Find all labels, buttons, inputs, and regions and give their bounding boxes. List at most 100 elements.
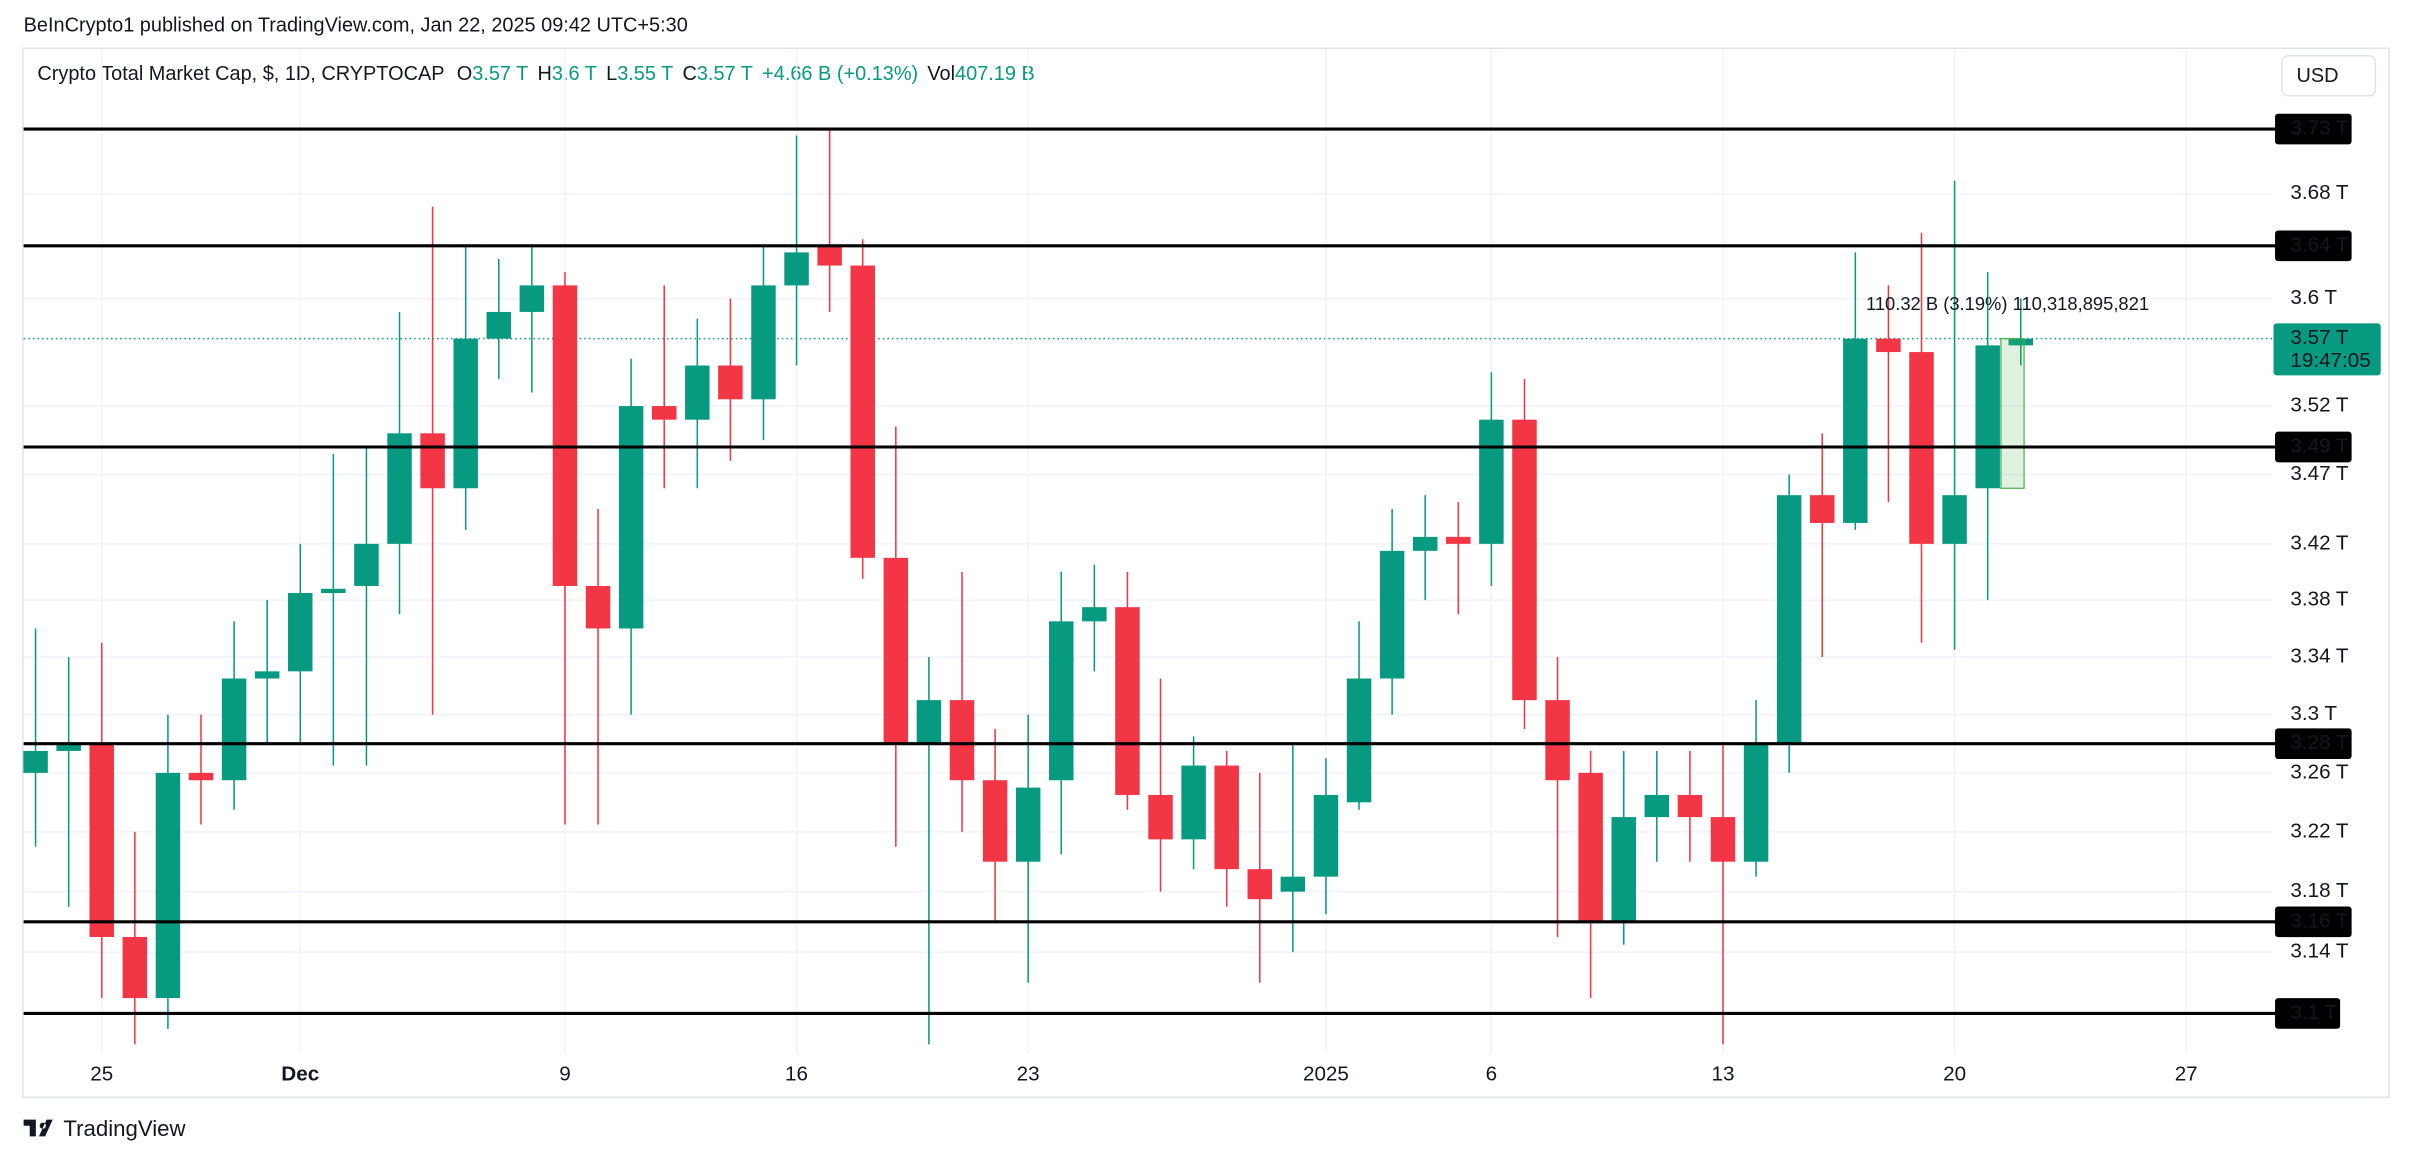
y-tick-label: 3.68 T [2290,181,2349,204]
tradingview-logo: TradingView [23,1116,187,1141]
candle-body [1181,765,1206,840]
candle-body [2008,338,2034,346]
footer-brand: TradingView [63,1116,186,1141]
x-tick-label: 16 [785,1063,808,1086]
candle-body [1810,495,1835,523]
publisher-header: BeInCrypto1 published on TradingView.com… [24,14,688,36]
chart-frame [22,47,2390,1099]
level-label-box [2275,113,2352,145]
candle-body [1280,876,1306,892]
candle-body [1512,419,1537,701]
x-tick-label: 25 [90,1063,113,1086]
level-label-box [2275,431,2352,463]
candle-body [1115,607,1140,795]
candle-body [486,311,512,339]
candle-body [321,588,346,594]
candle-body [155,772,181,999]
y-tick-label: 3.47 T [2290,462,2349,485]
candle-body [651,406,677,420]
level-label: 3.73 T [2290,117,2349,140]
candle-body [1446,536,1471,544]
last-price-box [2273,323,2381,376]
candle-body [751,285,776,400]
x-tick-label: 13 [1711,1063,1734,1086]
y-tick-label: 3.52 T [2290,394,2349,417]
y-tick-label: 3.14 T [2290,940,2349,963]
level-label: 3.1 T [2290,1001,2337,1024]
candle-body [1710,817,1736,862]
ohlc-key: C [682,63,696,85]
level-label: 3.28 T [2290,731,2349,754]
candle-body [1611,817,1636,922]
level-label-box [2275,998,2341,1029]
symbol-title: Crypto Total Market Cap, $, 1D, CRYPTOCA… [37,63,444,85]
candle-body [1015,787,1041,862]
last-price-label: 3.57 T [2290,326,2349,349]
candle-body [850,265,875,558]
candle-body [354,543,379,586]
ohlc-key: L [606,63,617,85]
candle-body [685,365,710,420]
x-tick-label: Dec [281,1063,319,1086]
candle-body [122,936,148,999]
candle-body [23,750,48,773]
candle-body [1049,621,1074,781]
x-tick-label: 23 [1017,1063,1040,1086]
candle-body [784,252,809,286]
candle-body [982,780,1008,862]
candle-body [1379,550,1405,679]
measure-label: 110.32 B (3.19%) 110,318,895,821 [1866,293,2149,314]
candle-body [1545,700,1570,781]
candle-body [1412,536,1438,551]
candle-body [1082,607,1107,622]
ohlc-value: 3.6 T [552,63,597,85]
level-label: 3.64 T [2290,233,2349,256]
y-tick-label: 3.6 T [2290,286,2337,309]
x-tick-label: 9 [559,1063,571,1086]
candle-body [89,743,114,937]
currency-button[interactable] [2281,55,2377,97]
y-tick-label: 3.26 T [2290,760,2349,783]
candle-body [552,285,578,586]
level-label: 3.49 T [2290,434,2349,457]
candle-body [1644,794,1670,818]
candle-body [254,671,280,679]
candle-body [1214,765,1239,870]
candle-body [420,433,445,489]
y-tick-label: 3.22 T [2290,819,2349,842]
candle-body [453,338,478,489]
ohlc-value: 3.57 T [697,63,753,85]
ohlc-value: 3.55 T [617,63,673,85]
candle-body [188,772,214,781]
level-label: 3.16 T [2290,909,2349,932]
ohlc-key: H [538,63,552,85]
candle-body [1148,794,1173,840]
y-tick-label: 3.42 T [2290,531,2349,554]
candle-body [949,700,975,781]
candle-body [1843,338,1868,523]
y-tick-label: 3.18 T [2290,879,2349,902]
candle-body [56,743,81,751]
bar-countdown: 19:47:05 [2290,349,2370,372]
y-tick-label: 3.38 T [2290,588,2349,611]
candle-body [1975,345,2000,489]
level-label-box [2275,728,2352,759]
y-tick-label: 3.34 T [2290,644,2349,667]
candle-body [1247,869,1273,900]
candle-body [916,700,942,744]
candle-body [1346,678,1372,803]
symbol-legend: Crypto Total Market Cap, $, 1D, CRYPTOCA… [37,63,1034,85]
candle-body [817,245,842,266]
x-tick-label: 2025 [1303,1063,1349,1086]
candle-body [718,365,743,400]
candle-body [387,433,412,544]
level-label-box [2275,906,2352,938]
plot-area: 3.68 T 3.6 T 3.52 T 3.47 T 3.42 T 3.38 T 3.34 … [23,49,2381,1086]
level-label-box [2275,230,2352,262]
change-value: +4.66 B (+0.13%) [762,63,918,85]
ohlc-value: 3.57 T [472,63,528,85]
candle-body [1578,772,1603,922]
candle-body [1677,794,1703,818]
